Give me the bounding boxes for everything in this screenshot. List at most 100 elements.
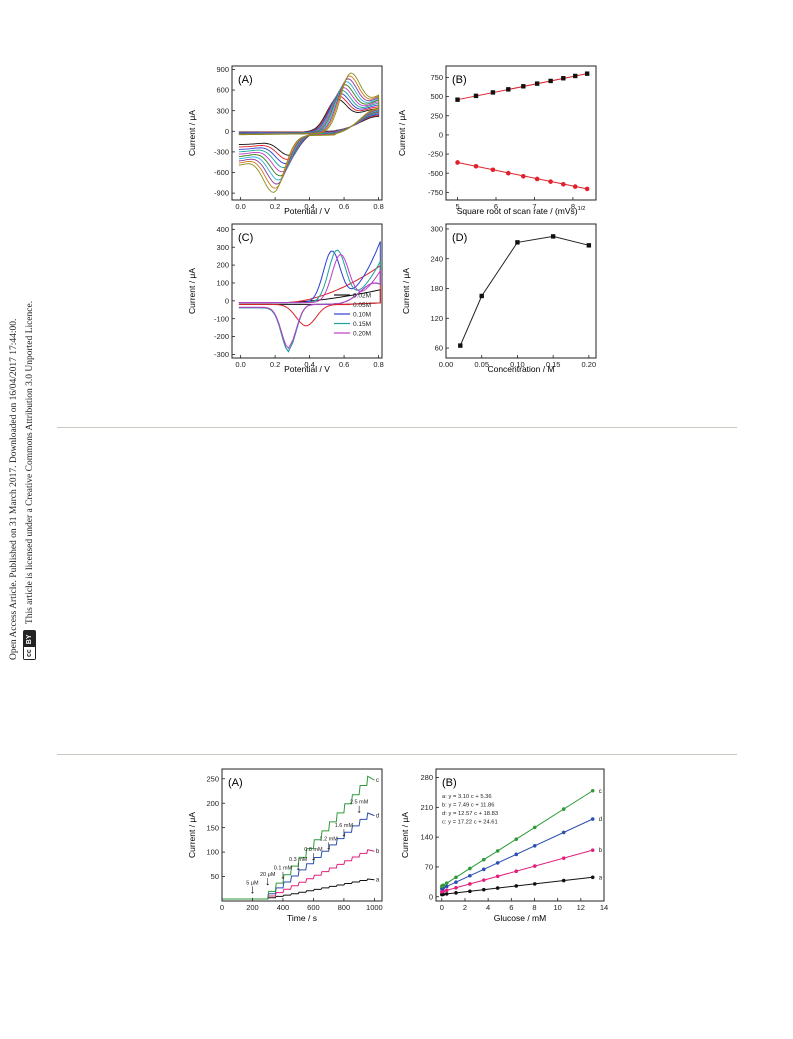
- panel-c-legend-label: 0.15M: [353, 321, 371, 328]
- panel-b-point: [455, 160, 460, 165]
- panel-2b-point: [561, 878, 566, 883]
- panel-b-yticks: 750 500 250 0 -250 -500 -750: [428, 73, 449, 197]
- panel-a-yticks: 900 600 300 0 -300 -600 -900: [214, 65, 235, 198]
- panel-2b-point: [590, 817, 595, 821]
- panel-b-point: [584, 71, 590, 76]
- panel-d-xticks: 0.00 0.05 0.10 0.15 0.20: [439, 355, 596, 369]
- figure-2: (A) a b d c 5 μM 20 μM 0.1 mM 0.3 mM 0.8 mM 1.2 …: [186, 765, 616, 935]
- panel-a-xtick-label: 0.4: [304, 202, 314, 211]
- licence-line: ccBY This article is licensed under a Cr…: [23, 301, 37, 660]
- panel-a-xtick-label: 0.6: [339, 202, 349, 211]
- panel-a-xtick-label: 0.0: [235, 202, 245, 211]
- panel-2a-arrowhead: [342, 835, 346, 837]
- panel-c-legend-label: 0.05M: [353, 302, 371, 309]
- panel-2b-point: [454, 885, 458, 890]
- panel-d-label: (D): [452, 232, 467, 244]
- panel-a-label: (A): [238, 74, 253, 86]
- panel-2b-xtick-label: 4: [486, 903, 490, 912]
- panel-2b-point: [590, 848, 595, 852]
- panel-b-point: [521, 84, 526, 89]
- panel-2a-arrowhead: [296, 868, 300, 871]
- panel-2b-point: [532, 825, 537, 830]
- panel-c-ylabel: Current / μA: [187, 268, 197, 314]
- panel-2b-curve-label: a: [599, 875, 603, 881]
- cc-by-badge[interactable]: ccBY: [23, 630, 36, 660]
- panel-b-point: [548, 179, 553, 184]
- panel-b-point: [455, 97, 460, 102]
- panel-2b-ytick-label: 210: [420, 803, 433, 812]
- panel-2b-point: [495, 849, 500, 853]
- panel-a-xlabel: Potential / V: [284, 206, 330, 216]
- panel-2b-point: [514, 837, 519, 841]
- panel-2b-point: [468, 873, 472, 878]
- panel-b-xlabel-main: Square root of scan rate / (mVs): [457, 206, 578, 216]
- panel-2b-xtick-label: 10: [553, 903, 561, 912]
- licence-text[interactable]: This article is licensed under a Creativ…: [24, 300, 35, 625]
- panel-2a-ytick-label: 150: [206, 823, 219, 832]
- panel-2b-curve-label: b: [599, 848, 603, 854]
- panel-2b-xtick-label: 2: [463, 903, 467, 912]
- panel-2b-equation: d: y = 12.57 c + 18.83: [442, 811, 498, 817]
- panel-d-point: [479, 293, 484, 299]
- panel-b-xtick-label: 5: [455, 202, 459, 211]
- panel-a-ytick-label: -300: [214, 147, 229, 156]
- panel-d-yticks: 300 240 180 120 60: [430, 225, 449, 353]
- panel-b-point: [490, 167, 496, 173]
- panel-2a-xtick-label: 600: [307, 903, 320, 912]
- panel-a-ytick-label: 300: [216, 106, 229, 115]
- panel-c-xtick-label: 0.4: [304, 360, 314, 369]
- panel-b-ytick-label: 750: [430, 73, 443, 82]
- panel-2b-point: [481, 857, 486, 862]
- panel-d-marks: [458, 234, 592, 348]
- panel-d-point: [458, 343, 463, 348]
- panel-2a-curve-a: [222, 878, 375, 900]
- panel-d-ytick-label: 120: [430, 314, 443, 323]
- panel-2b-point: [532, 882, 537, 886]
- panel-c-ytick-label: 0: [225, 296, 229, 305]
- panel-c-ytick-label: 300: [216, 243, 229, 252]
- panel-b-point: [573, 73, 578, 79]
- panel-2a-ytick-label: 250: [206, 774, 219, 783]
- cc-badge-text: cc: [24, 647, 35, 659]
- panel-a-cv-curve: [238, 84, 380, 177]
- panel-c-xtick-label: 0.6: [339, 360, 349, 369]
- panel-d-ylabel: Current / μA: [401, 268, 411, 314]
- panel-2b-ytick-label: 140: [420, 833, 433, 842]
- panel-b-frame: [445, 65, 597, 201]
- panel-b-point: [506, 87, 511, 92]
- panel-d-point: [550, 234, 556, 239]
- open-access-line: Open Access Article. Published on 31 Mar…: [9, 318, 19, 660]
- panel-2b-point: [514, 852, 519, 857]
- panel-c-legend-label: 0.02M: [353, 292, 371, 299]
- panel-d-point: [586, 243, 592, 248]
- panel-d-ytick-label: 60: [435, 344, 443, 353]
- panel-b-ytick-label: -750: [428, 188, 443, 197]
- panel-c-xlabel: Potential / V: [284, 364, 330, 374]
- panel-2b-ylabel: Current / μA: [400, 812, 410, 858]
- panel-2a-curve-label: d: [376, 814, 379, 820]
- panel-2b-point: [495, 886, 500, 890]
- panel-2b-point: [481, 887, 486, 892]
- panel-2a-arrowhead: [357, 811, 361, 813]
- panel-2a-xtick-label: 400: [277, 903, 290, 912]
- panel-2a-xtick-label: 0: [220, 903, 224, 912]
- panel-2b-point: [454, 880, 458, 884]
- panel-2b-marks: a b d c: [440, 789, 603, 897]
- panel-2a-curve-label: b: [376, 849, 380, 855]
- panel-c-legend-label: 0.20M: [353, 330, 371, 337]
- panel-a-xtick-label: 0.8: [373, 202, 383, 211]
- panel-2a-arrowhead: [327, 848, 331, 850]
- panel-d-xtick-label: 0.10: [510, 360, 525, 369]
- panel-2b: (B) a b d c a: y = 3.10 c + 5.36 b: y = 7.49…: [400, 768, 608, 923]
- panel-2a-annotation: 0.3 mM: [289, 857, 308, 863]
- panel-2b-label: (B): [442, 777, 457, 789]
- panel-2b-point: [444, 892, 449, 896]
- panel-d-ytick-label: 240: [430, 254, 443, 263]
- panel-2a-xtick-label: 1000: [366, 903, 383, 912]
- panel-c-legend: 0.02M 0.05M 0.10M 0.15M 0.20M: [334, 292, 371, 337]
- panel-2b-point: [481, 878, 486, 882]
- panel-2b-point: [561, 856, 566, 860]
- panel-2b-point: [561, 807, 566, 811]
